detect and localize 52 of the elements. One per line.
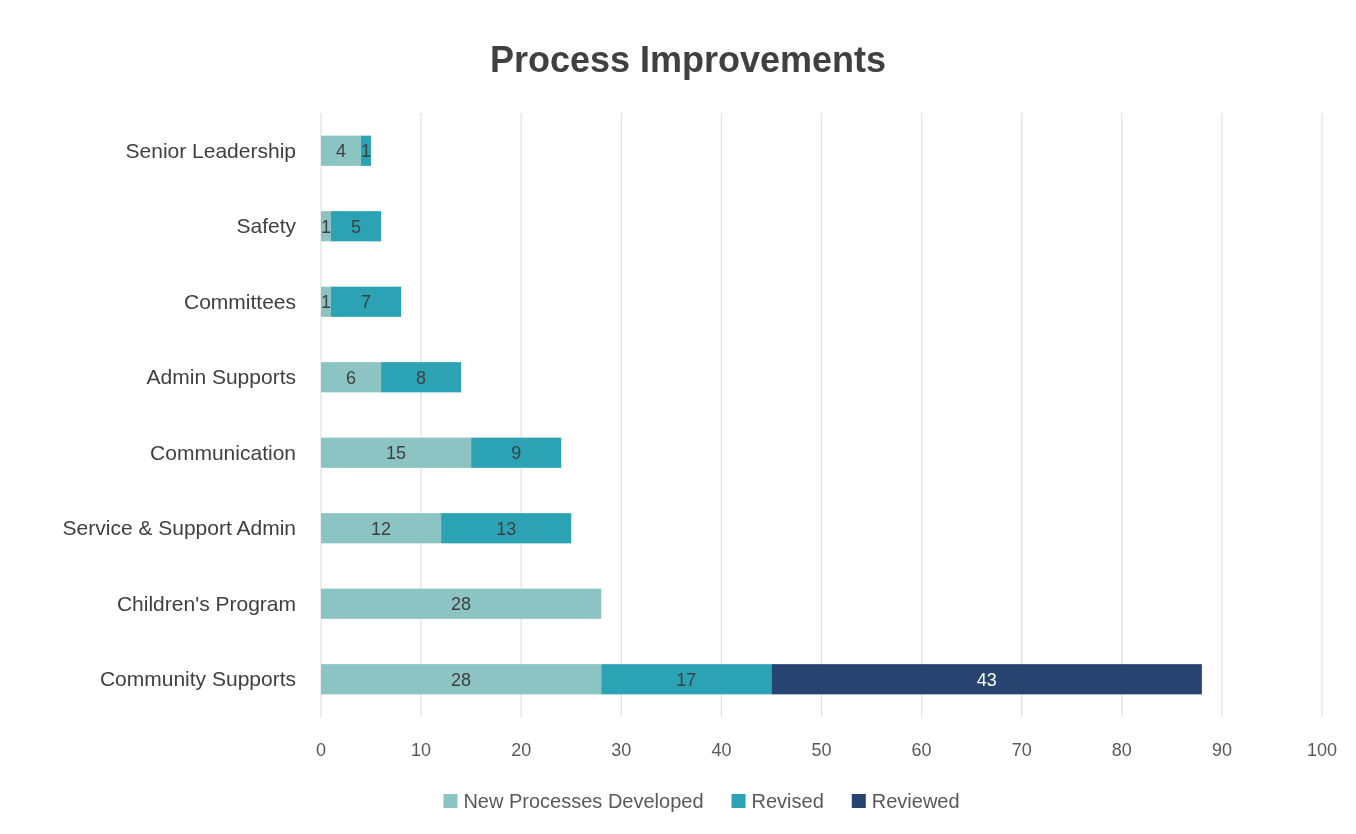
y-tick-label: Children's Program <box>116 591 296 615</box>
data-label: 4 <box>336 141 347 162</box>
data-label: 1 <box>361 141 372 162</box>
bar <box>441 513 572 544</box>
bar <box>601 664 772 695</box>
bar <box>321 588 602 619</box>
legend-label: Reviewed <box>871 790 960 812</box>
data-label: 8 <box>416 367 427 388</box>
y-tick-label: Safety <box>236 214 297 238</box>
bar <box>321 362 382 393</box>
data-label: 15 <box>386 443 407 464</box>
data-label: 9 <box>511 443 522 464</box>
data-label: 1 <box>321 292 332 313</box>
data-label: 5 <box>351 216 362 237</box>
data-label: 12 <box>371 518 392 539</box>
x-tick-label: 100 <box>1306 740 1338 760</box>
y-tick-label: Admin Supports <box>146 365 296 389</box>
x-tick-label: 30 <box>611 740 632 760</box>
legend-label: Revised <box>751 790 824 812</box>
data-label: 43 <box>976 669 997 690</box>
data-label: 7 <box>361 292 372 313</box>
bar <box>321 513 442 544</box>
bar <box>471 437 562 468</box>
data-label: 1 <box>321 216 332 237</box>
data-label: 28 <box>451 669 472 690</box>
x-tick-label: 40 <box>711 740 732 760</box>
x-tick-label: 50 <box>811 740 832 760</box>
chart-title: Process Improvements <box>489 39 887 80</box>
x-tick-label: 80 <box>1111 740 1132 760</box>
y-tick-label: Senior Leadership <box>125 138 296 162</box>
y-tick-label: Service & Support Admin <box>62 516 296 540</box>
bar <box>321 664 602 695</box>
data-label: 6 <box>346 367 357 388</box>
bar <box>771 664 1202 695</box>
x-tick-label: 90 <box>1211 740 1232 760</box>
legend-label: New Processes Developed <box>463 790 704 812</box>
y-tick-label: Committees <box>183 289 296 313</box>
x-tick-label: 20 <box>511 740 532 760</box>
bar <box>331 286 402 317</box>
bar <box>321 437 472 468</box>
x-tick-label: 60 <box>911 740 932 760</box>
data-label: 17 <box>676 669 697 690</box>
bar <box>381 362 462 393</box>
bar <box>331 211 382 242</box>
data-label: 28 <box>451 594 472 615</box>
y-tick-label: Community Supports <box>99 667 296 691</box>
data-label: 13 <box>496 518 517 539</box>
bar <box>321 135 362 166</box>
x-tick-label: 0 <box>315 740 327 760</box>
x-tick-label: 10 <box>411 740 432 760</box>
x-tick-label: 70 <box>1011 740 1032 760</box>
y-tick-label: Communication <box>150 440 296 464</box>
